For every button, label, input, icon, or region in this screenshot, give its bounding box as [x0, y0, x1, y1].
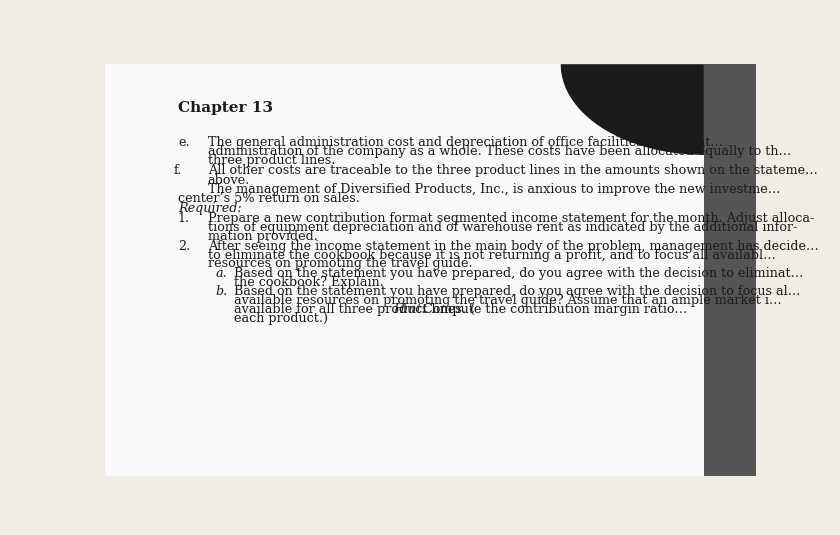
Text: available resources on promoting the travel guide? Assume that an ample market i: available resources on promoting the tra…: [234, 294, 781, 307]
Text: Chapter 13: Chapter 13: [178, 101, 273, 115]
Text: resources on promoting the travel guide.: resources on promoting the travel guide.: [207, 257, 472, 270]
Text: Required:: Required:: [178, 202, 242, 216]
Text: Compute the contribution margin ratio…: Compute the contribution margin ratio…: [419, 303, 688, 316]
Text: All other costs are traceable to the three product lines in the amounts shown on: All other costs are traceable to the thr…: [207, 164, 817, 178]
Text: 2.: 2.: [178, 240, 190, 253]
Text: Hint:: Hint:: [393, 303, 426, 316]
Bar: [704, 64, 756, 476]
Text: tions of equipment depreciation and of warehouse rent as indicated by the additi: tions of equipment depreciation and of w…: [207, 221, 797, 234]
Text: Based on the statement you have prepared, do you agree with the decision to focu: Based on the statement you have prepared…: [234, 285, 801, 299]
Text: The general administration cost and depreciation of office facilities both relat: The general administration cost and depr…: [207, 136, 723, 149]
Text: three product lines.: three product lines.: [207, 155, 335, 167]
Polygon shape: [561, 64, 840, 155]
Text: each product.): each product.): [234, 312, 328, 325]
Text: f.: f.: [173, 164, 181, 178]
Text: 1.: 1.: [178, 212, 190, 225]
Text: a.: a.: [216, 267, 228, 280]
Text: above.: above.: [207, 173, 250, 187]
Text: b.: b.: [216, 285, 228, 299]
Text: Based on the statement you have prepared, do you agree with the decision to elim: Based on the statement you have prepared…: [234, 267, 803, 280]
Text: center’s 5% return on sales.: center’s 5% return on sales.: [178, 192, 360, 205]
Text: the cookbook? Explain.: the cookbook? Explain.: [234, 276, 384, 289]
Text: available for all three product lines. (: available for all three product lines. (: [234, 303, 475, 316]
Text: After seeing the income statement in the main body of the problem, management ha: After seeing the income statement in the…: [207, 240, 818, 253]
Text: mation provided.: mation provided.: [207, 230, 318, 243]
Text: administration of the company as a whole. These costs have been allocated equall: administration of the company as a whole…: [207, 146, 791, 158]
Text: Prepare a new contribution format segmented income statement for the month. Adju: Prepare a new contribution format segmen…: [207, 212, 814, 225]
Text: e.: e.: [178, 136, 190, 149]
Text: The management of Diversified Products, Inc., is anxious to improve the new inve: The management of Diversified Products, …: [207, 182, 780, 196]
Text: to eliminate the cookbook because it is not returning a profit, and to focus all: to eliminate the cookbook because it is …: [207, 249, 775, 262]
